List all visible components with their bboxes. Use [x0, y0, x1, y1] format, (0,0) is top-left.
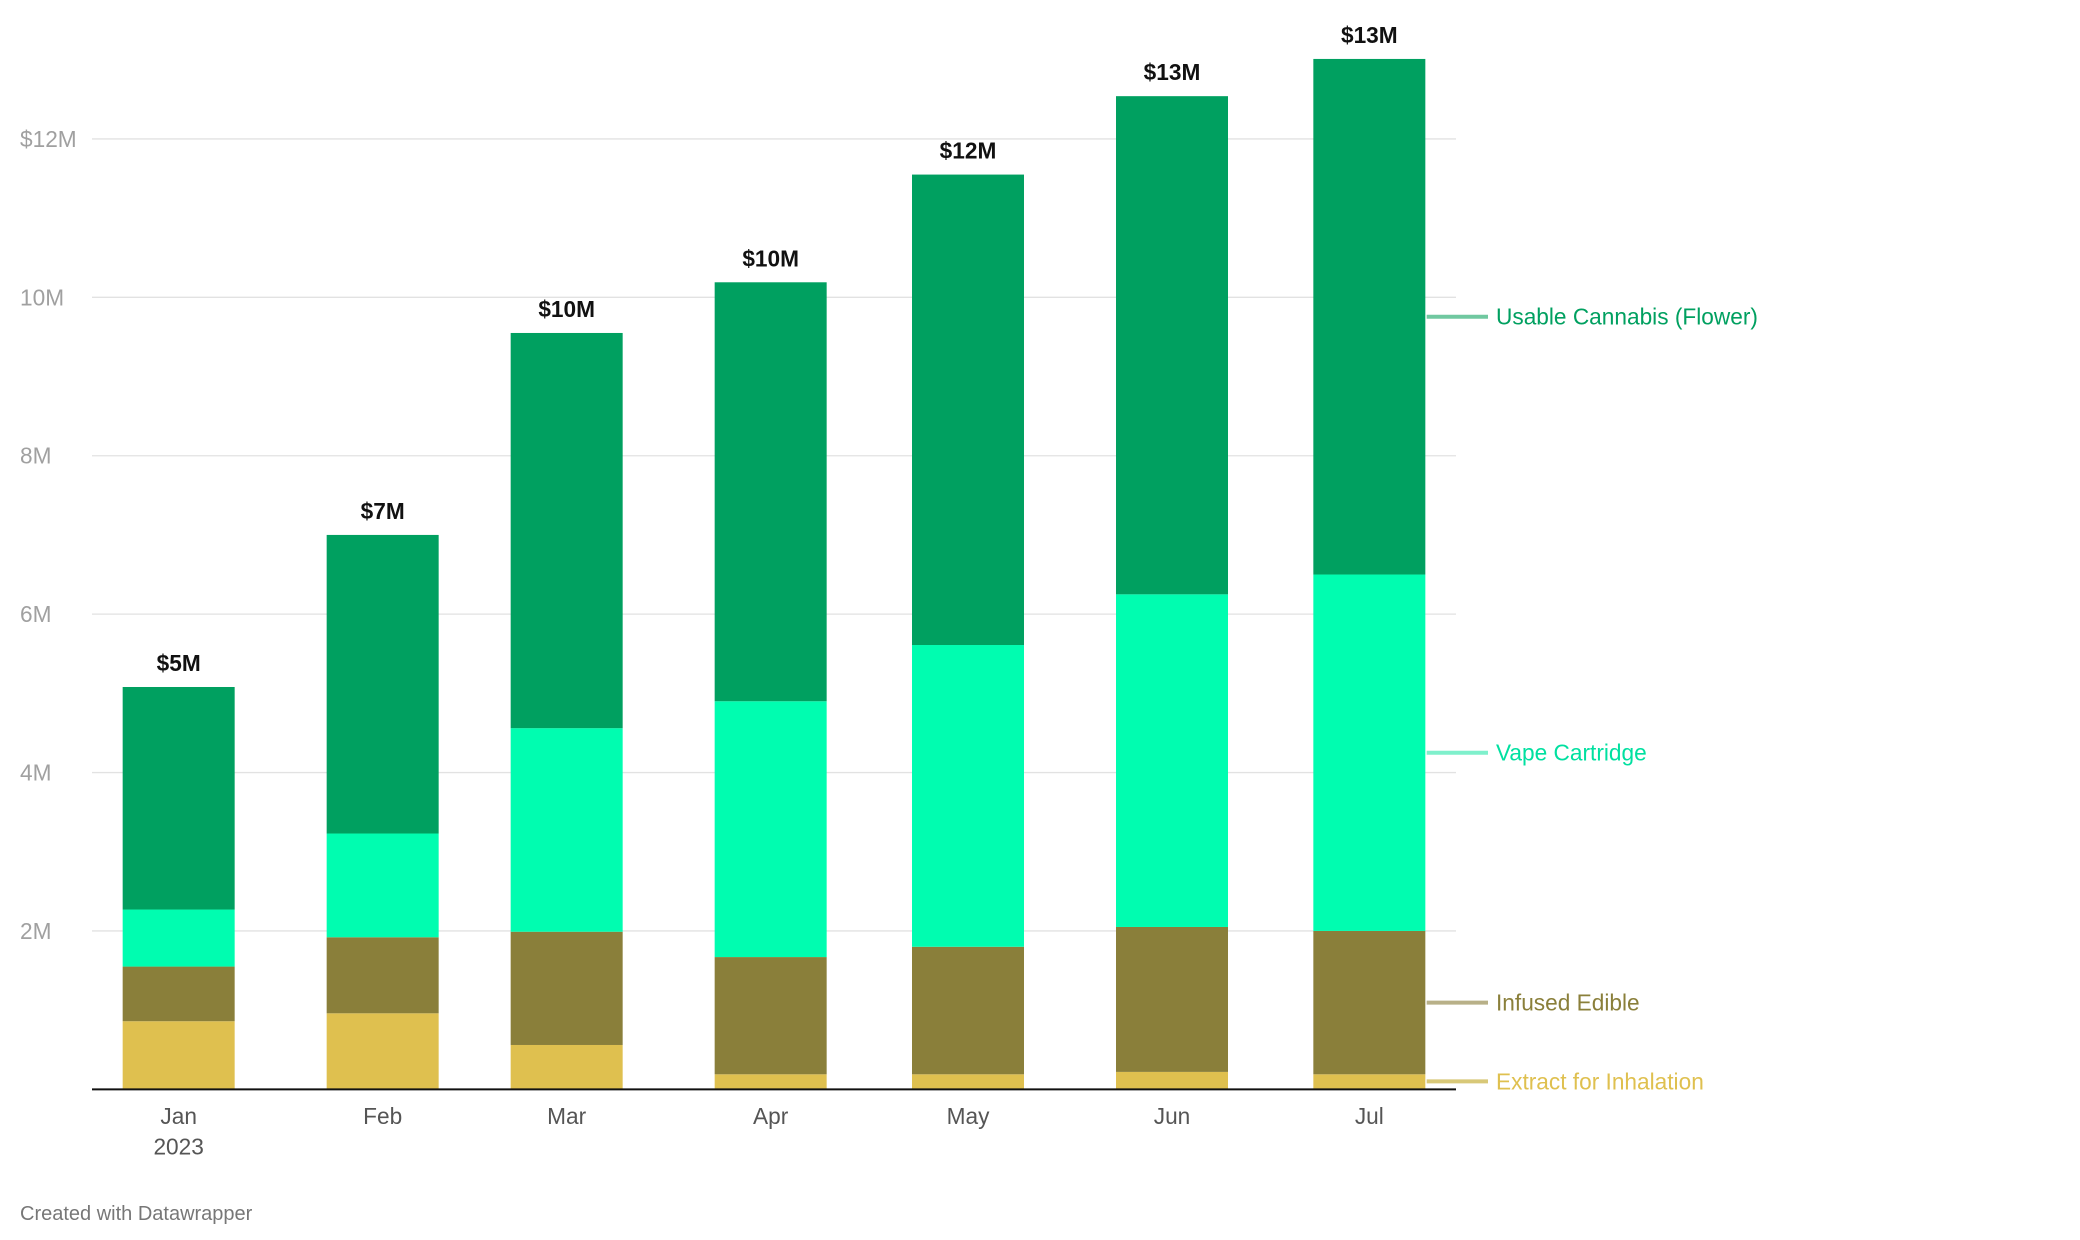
total-label: $5M [157, 650, 201, 676]
bar-segment [1313, 58, 1426, 575]
bar-segment [122, 686, 235, 910]
y-tick-label: 8M [20, 443, 51, 469]
bar-segment [122, 909, 235, 967]
legend-label: Usable Cannabis (Flower) [1496, 304, 1758, 330]
legend-label: Extract for Inhalation [1496, 1068, 1704, 1094]
legend-label: Vape Cartridge [1496, 740, 1647, 766]
bar-segment [1313, 930, 1426, 1075]
bar-segment [714, 957, 827, 1075]
y-tick-label: 2M [20, 918, 51, 944]
total-label: $7M [361, 498, 405, 524]
bar-segment [912, 645, 1024, 947]
x-tick-label: Feb [363, 1103, 402, 1129]
bar-segment [326, 534, 439, 834]
total-label: $10M [538, 296, 595, 322]
x-tick-label: Jan [160, 1103, 197, 1129]
total-label: $10M [742, 245, 799, 271]
bar-segment [510, 728, 623, 932]
labels: $5M Jan 2023 $7M Feb $10M Mar $10M Apr $12M May $13… [153, 22, 1397, 1160]
y-tick-label: 6M [20, 601, 51, 627]
bar-segment [326, 833, 439, 938]
x-tick-label: Mar [547, 1103, 586, 1129]
bar-segment [1116, 1071, 1228, 1090]
bar-segment [1313, 574, 1426, 931]
bar-segment [714, 282, 827, 702]
total-label: $13M [1341, 22, 1398, 48]
bar-segment [912, 1074, 1024, 1090]
bar-segment [1116, 926, 1228, 1072]
bar-segment [714, 1074, 827, 1090]
bar-segment [510, 1044, 623, 1090]
bar-segment [122, 1021, 235, 1090]
bar-segment [326, 937, 439, 1014]
y-tick-label: 10M [20, 284, 64, 310]
bar-segment [912, 946, 1024, 1075]
bars [122, 58, 1426, 1090]
y-tick-label: $12M [20, 126, 77, 152]
bar-segment [1116, 96, 1228, 595]
x-tick-label: Jul [1355, 1103, 1384, 1129]
x-tick-label: May [947, 1103, 990, 1129]
y-tick-label: 4M [20, 760, 51, 786]
credit-text: Created with Datawrapper [20, 1203, 253, 1225]
bar-segment [1116, 594, 1228, 927]
bar-segment [510, 332, 623, 729]
bar-segment [912, 174, 1024, 646]
legend: Extract for Inhalation Infused Edible Vape… [1426, 304, 1758, 1094]
bar-segment [326, 1013, 439, 1090]
bar-segment [510, 931, 623, 1045]
x-tick-label: Apr [753, 1103, 789, 1129]
x-tick-sublabel: 2023 [153, 1134, 203, 1160]
bar-segment [1313, 1074, 1426, 1090]
x-tick-label: Jun [1154, 1103, 1191, 1129]
total-label: $13M [1144, 59, 1201, 85]
total-label: $12M [940, 138, 997, 164]
bar-segment [122, 966, 235, 1022]
legend-label: Infused Edible [1496, 990, 1640, 1016]
bar-segment [714, 701, 827, 958]
